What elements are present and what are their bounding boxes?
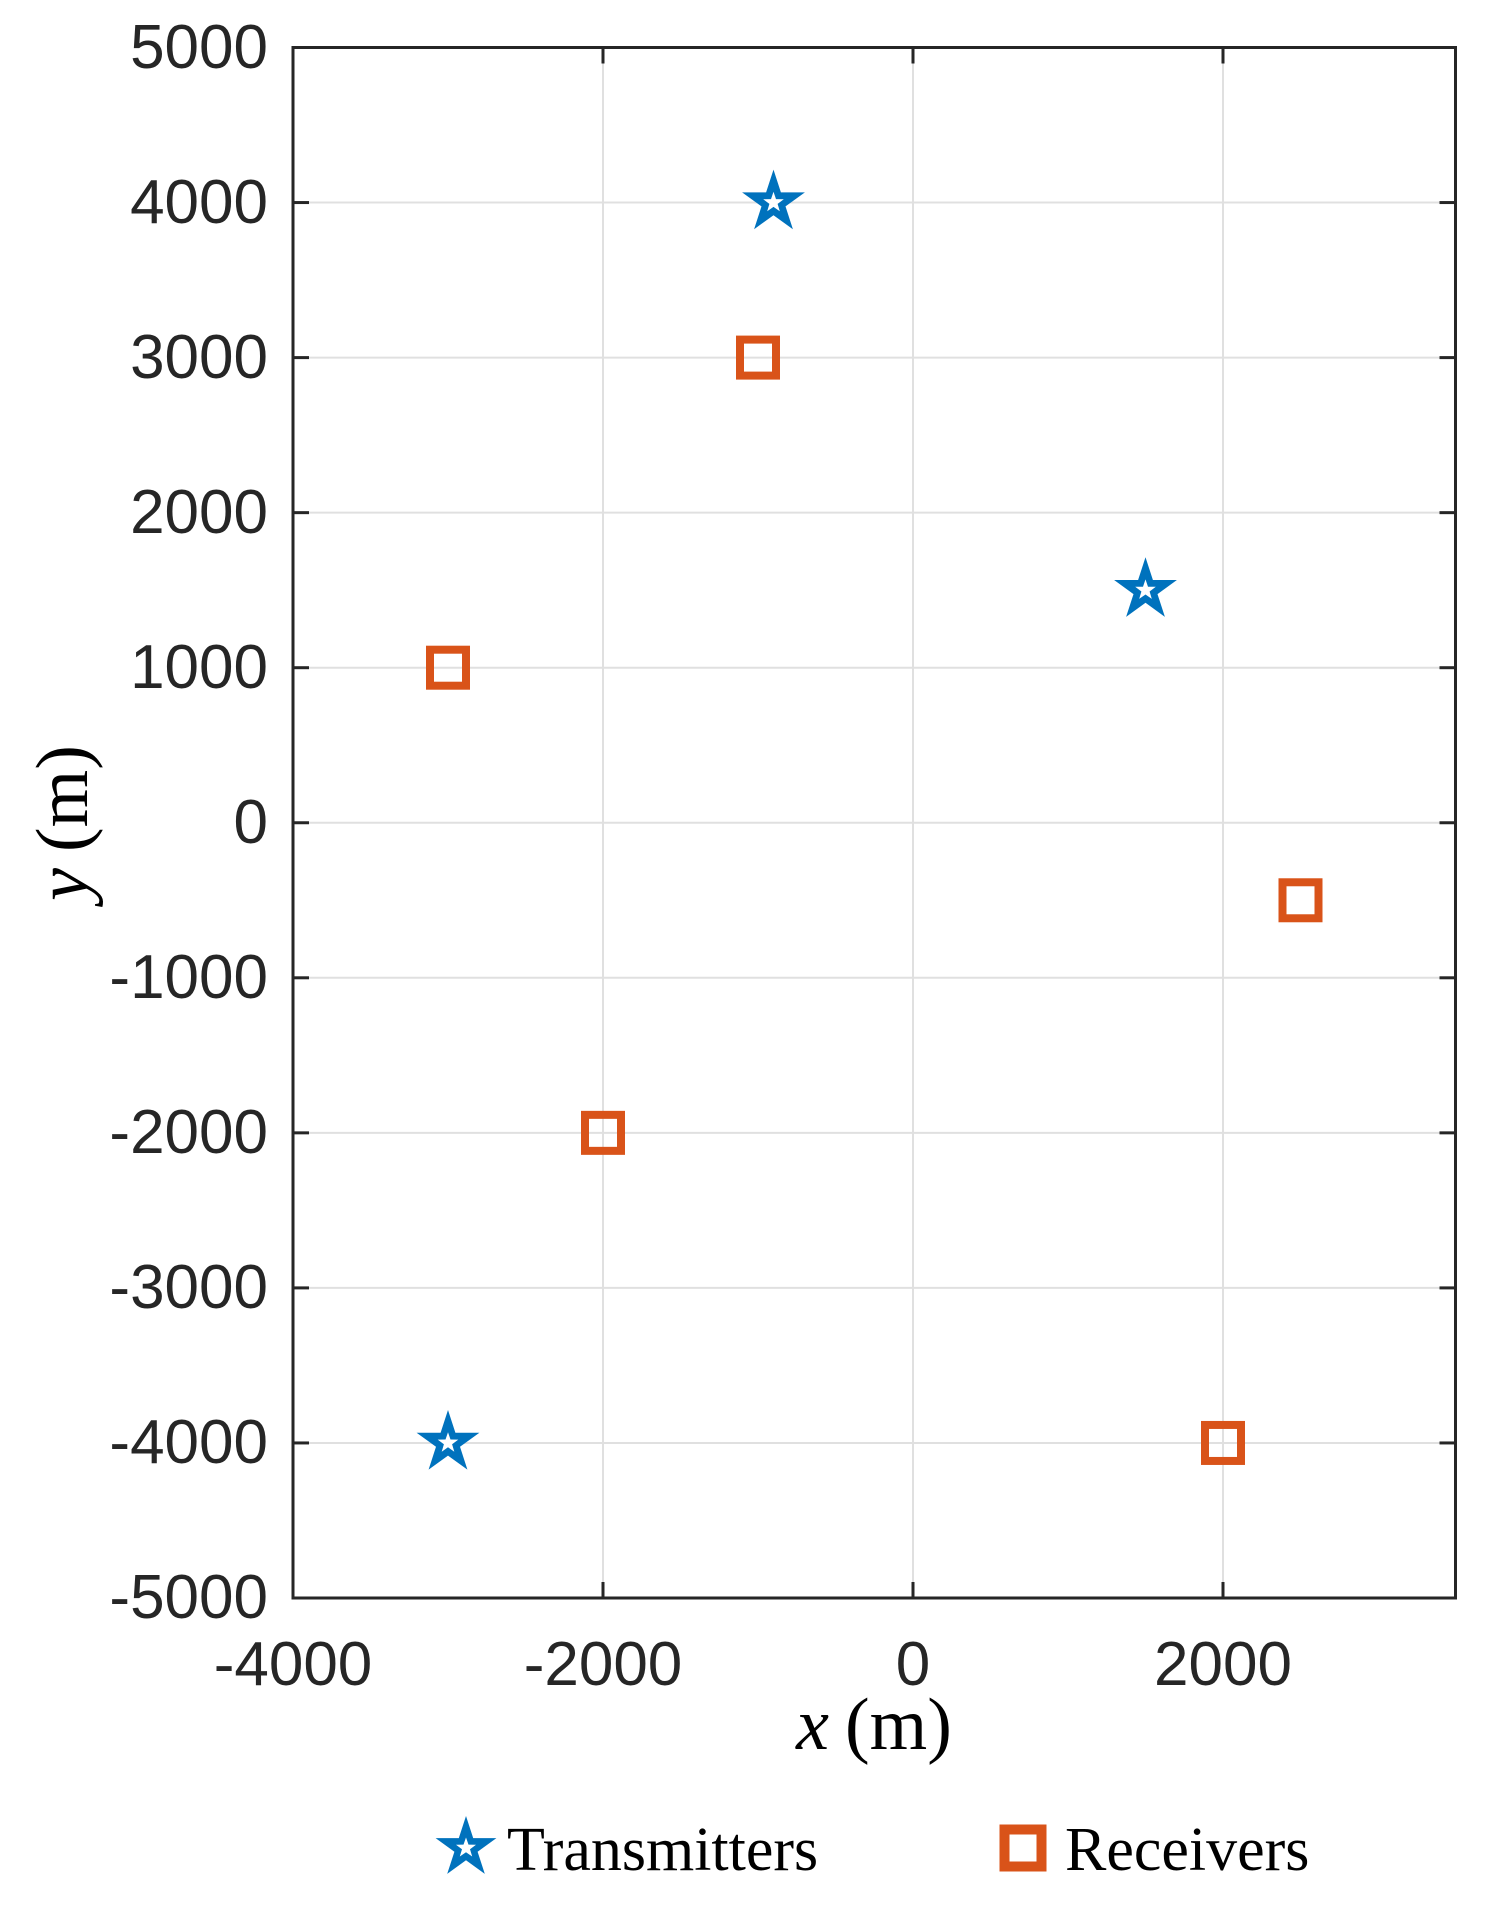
y-tick-label: -2000 [109,1097,268,1167]
y-tick-label: -5000 [109,1563,268,1632]
receiver-marker [1278,878,1323,923]
star-icon [433,1815,499,1886]
y-tick-label: 0 [233,787,268,857]
y-tick-label: 5000 [130,12,268,82]
star-glyph [435,1816,497,1874]
legend-item-transmitters: Transmitters [433,1815,818,1886]
y-tick-label: 1000 [130,632,268,702]
transmitter-marker-center [763,191,784,212]
y-axis-label-var: y [22,868,104,901]
x-tick-label: 0 [895,1630,931,1699]
y-tick-label: -4000 [109,1407,268,1477]
receiver-marker [581,1110,625,1155]
x-tick-label: -4000 [213,1630,373,1699]
x-tick-label: 2000 [1154,1630,1292,1699]
y-tick-label: 4000 [130,167,268,237]
x-axis-label-unit: (m) [845,1684,952,1766]
transmitter-marker-center [437,1432,459,1452]
square-glyph [999,1824,1047,1872]
y-axis-label: y (m) [22,745,104,901]
legend-label-transmitters: Transmitters [507,1816,819,1885]
x-axis-label: x (m) [796,1688,952,1762]
transmitter-marker-center [1135,579,1156,599]
y-tick-label: 2000 [130,477,268,547]
receiver-marker [426,645,470,690]
y-axis-label-unit: (m) [22,745,104,852]
x-axis-label-var: x [796,1684,829,1766]
y-tick-label: 3000 [130,322,268,392]
plot-border [291,46,1457,1600]
receiver-marker [736,335,780,380]
legend-label-receivers: Receivers [1065,1816,1310,1884]
receiver-marker [1201,1420,1245,1465]
square-icon [998,1823,1048,1878]
y-tick-label: -3000 [109,1252,268,1322]
x-tick-label: -2000 [523,1630,683,1699]
legend-item-receivers: Receivers [998,1816,1309,1884]
y-tick-label: -1000 [109,942,268,1012]
